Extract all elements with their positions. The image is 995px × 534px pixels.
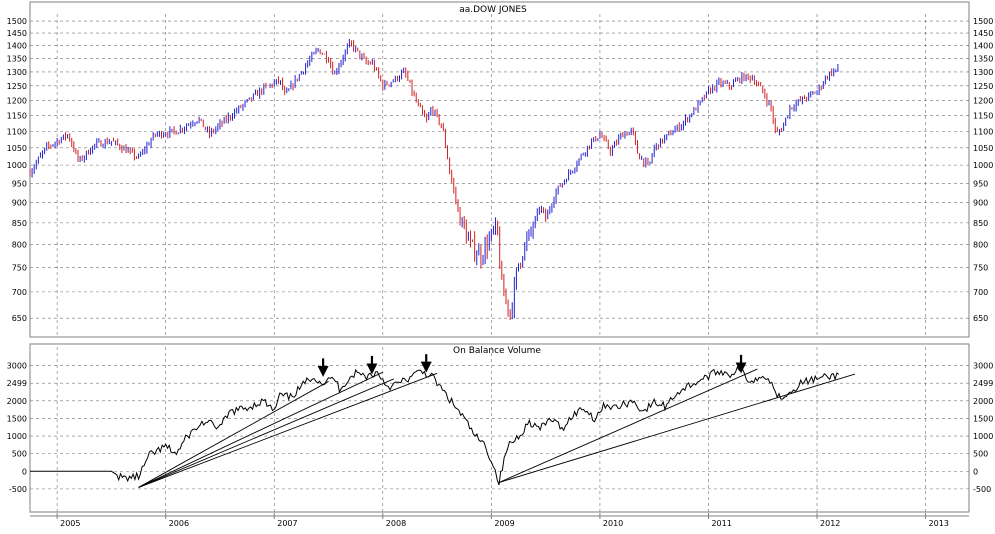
x-tick-label: 2013: [929, 519, 949, 528]
obv-grid: [30, 347, 969, 512]
price-y-tick-label-right: 650: [973, 314, 988, 323]
price-y-tick-label-right: 900: [973, 199, 988, 208]
obv-trendline: [138, 378, 394, 488]
price-y-tick-label-right: 1250: [973, 82, 993, 91]
price-y-ticks-left: 650 700 750 800 850 900 950 1000 1050 1100 1150 120…: [7, 17, 27, 323]
price-y-tick-label: 900: [12, 199, 27, 208]
obv-y-tick-label-right: 0: [973, 467, 978, 476]
price-y-tick-label-right: 1450: [973, 29, 993, 38]
obv-y-tick-label-right: 1000: [973, 432, 993, 441]
obv-trendline: [138, 372, 438, 488]
obv-series: [30, 361, 840, 486]
obv-y-tick-label-right: 2499: [973, 379, 993, 388]
price-y-tick-label-right: 1050: [973, 144, 993, 153]
price-panel-title: aa.DOW JONES: [459, 5, 527, 15]
price-y-tick-label: 1200: [7, 96, 27, 105]
price-y-tick-label: 1150: [7, 111, 27, 120]
price-y-tick-label-right: 1350: [973, 54, 993, 63]
x-axis-ticks: 2005 2006 2007 2008 2009 2010 2011 2012 2013: [56, 513, 949, 528]
price-y-tick-label-right: 1400: [973, 42, 993, 51]
x-tick-label: 2006: [169, 519, 189, 528]
obv-y-tick-label: 2499: [7, 379, 27, 388]
obv-y-tick-label: 0: [22, 467, 27, 476]
price-grid: [30, 14, 969, 335]
x-tick-label: 2005: [60, 519, 80, 528]
obv-panel-frame: [29, 343, 970, 513]
price-y-tick-label: 1400: [7, 42, 27, 51]
obv-y-tick-label: 500: [12, 450, 27, 459]
price-y-tick-label-right: 700: [973, 288, 988, 297]
price-y-tick-label: 700: [12, 288, 27, 297]
price-y-tick-label-right: 750: [973, 263, 988, 272]
obv-trendline: [138, 381, 329, 488]
price-y-tick-label: 800: [12, 240, 27, 249]
x-tick-label: 2009: [494, 519, 514, 528]
obv-y-tick-label: 1000: [7, 432, 27, 441]
price-y-ticks-right: 650 700 750 800 850 900 950 1000 1050 1100 1150 120…: [973, 17, 993, 323]
price-y-tick-label: 1250: [7, 82, 27, 91]
obv-trendline: [498, 373, 856, 483]
price-y-tick-label-right: 1300: [973, 68, 993, 77]
obv-trendlines: [138, 368, 856, 488]
price-y-tick-label: 1300: [7, 68, 27, 77]
obv-y-tick-label: 2000: [7, 397, 27, 406]
x-tick-label: 2011: [711, 519, 731, 528]
obv-y-tick-label: 1500: [7, 414, 27, 423]
obv-y-tick-label-right: 500: [973, 450, 988, 459]
obv-y-tick-label-right: 1500: [973, 414, 993, 423]
obv-y-ticks-left: -500 0 500 1000 1500 2000 2499 3000: [7, 362, 27, 494]
obv-line: [30, 361, 840, 486]
price-y-tick-label-right: 1100: [973, 127, 993, 136]
price-y-tick-label: 1100: [7, 127, 27, 136]
price-y-tick-label-right: 1150: [973, 111, 993, 120]
price-y-tick-label: 1450: [7, 29, 27, 38]
obv-y-tick-label-right: -500: [973, 485, 991, 494]
x-tick-label: 2008: [386, 519, 406, 528]
x-tick-label: 2010: [603, 519, 623, 528]
price-y-tick-label: 1500: [7, 17, 27, 26]
price-panel-frame: [29, 1, 970, 338]
obv-y-tick-label-right: 2000: [973, 397, 993, 406]
x-tick-label: 2007: [277, 519, 297, 528]
price-y-tick-label: 850: [12, 219, 27, 228]
obv-y-tick-label-right: 3000: [973, 362, 993, 371]
x-tick-label: 2012: [820, 519, 840, 528]
price-y-tick-label-right: 950: [973, 179, 988, 188]
price-y-tick-label-right: 800: [973, 240, 988, 249]
obv-trendline: [498, 368, 758, 483]
price-y-tick-label: 650: [12, 314, 27, 323]
price-y-tick-label-right: 1500: [973, 17, 993, 26]
price-y-tick-label: 750: [12, 263, 27, 272]
price-y-tick-label: 1000: [7, 161, 27, 170]
obv-y-ticks-right: -500 0 500 1000 1500 2000 2499 3000: [973, 362, 993, 494]
price-y-tick-label: 950: [12, 179, 27, 188]
price-y-tick-label-right: 1200: [973, 96, 993, 105]
obv-y-tick-label: 3000: [7, 362, 27, 371]
obv-y-tick-label: -500: [9, 485, 27, 494]
obv-trendline: [138, 371, 383, 488]
obv-panel-title: On Balance Volume: [453, 346, 541, 356]
price-y-tick-label: 1350: [7, 54, 27, 63]
price-y-tick-label-right: 1000: [973, 161, 993, 170]
price-y-tick-label: 1050: [7, 144, 27, 153]
price-bars: [29, 38, 839, 321]
price-y-tick-label-right: 850: [973, 219, 988, 228]
obv-arrow-markers: [317, 354, 747, 377]
